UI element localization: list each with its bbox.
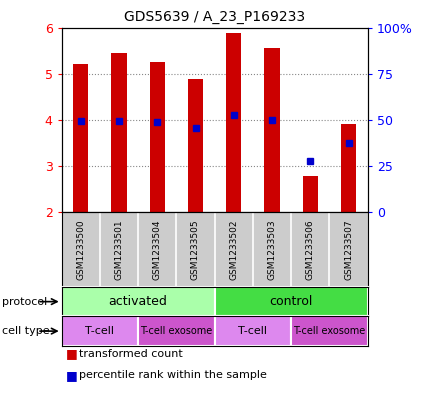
Bar	[226, 33, 241, 212]
Bar	[215, 287, 368, 316]
Text: GSM1233504: GSM1233504	[153, 219, 162, 280]
Text: GSM1233503: GSM1233503	[267, 219, 277, 280]
Text: T-cell exosome: T-cell exosome	[293, 326, 366, 336]
Text: GSM1233501: GSM1233501	[114, 219, 124, 280]
Bar	[341, 125, 356, 212]
Text: percentile rank within the sample: percentile rank within the sample	[79, 370, 266, 380]
Bar	[138, 316, 215, 346]
Bar	[303, 176, 318, 212]
Text: GSM1233507: GSM1233507	[344, 219, 353, 280]
Title: GDS5639 / A_23_P169233: GDS5639 / A_23_P169233	[124, 10, 305, 24]
Text: cell type: cell type	[2, 326, 50, 336]
Bar	[215, 316, 291, 346]
Text: T-cell exosome: T-cell exosome	[140, 326, 212, 336]
Text: T-cell: T-cell	[238, 326, 267, 336]
Text: transformed count: transformed count	[79, 349, 182, 359]
Bar	[62, 287, 215, 316]
Text: GSM1233505: GSM1233505	[191, 219, 200, 280]
Text: GSM1233500: GSM1233500	[76, 219, 85, 280]
Bar	[291, 316, 368, 346]
Text: GSM1233502: GSM1233502	[229, 219, 238, 280]
Text: T-cell: T-cell	[85, 326, 114, 336]
Text: activated: activated	[109, 295, 167, 308]
Text: control: control	[269, 295, 313, 308]
Text: ■: ■	[66, 347, 78, 360]
Text: GSM1233506: GSM1233506	[306, 219, 315, 280]
Text: ■: ■	[66, 369, 78, 382]
Bar	[62, 316, 138, 346]
Bar	[73, 64, 88, 212]
Bar	[150, 62, 165, 212]
Bar	[264, 48, 280, 212]
Bar	[111, 53, 127, 212]
Text: protocol: protocol	[2, 297, 47, 307]
Bar	[188, 79, 203, 212]
